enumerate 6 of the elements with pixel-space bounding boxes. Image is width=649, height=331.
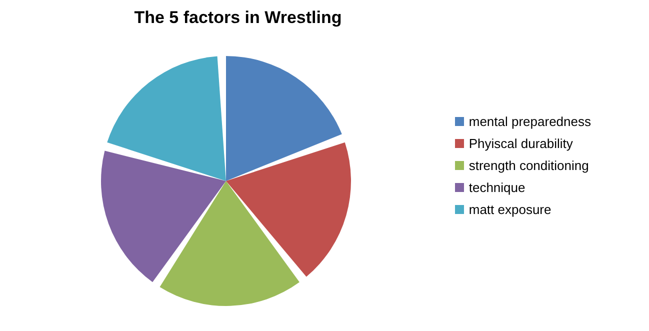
legend-label: mental preparedness: [468, 112, 591, 131]
legend-label: Phyiscal durability: [468, 134, 573, 153]
legend-label: technique: [468, 178, 526, 197]
legend-label: matt exposure: [468, 200, 552, 219]
chart-title: The 5 factors in Wrestling: [133, 8, 343, 28]
legend-label: strength conditioning: [468, 156, 589, 175]
